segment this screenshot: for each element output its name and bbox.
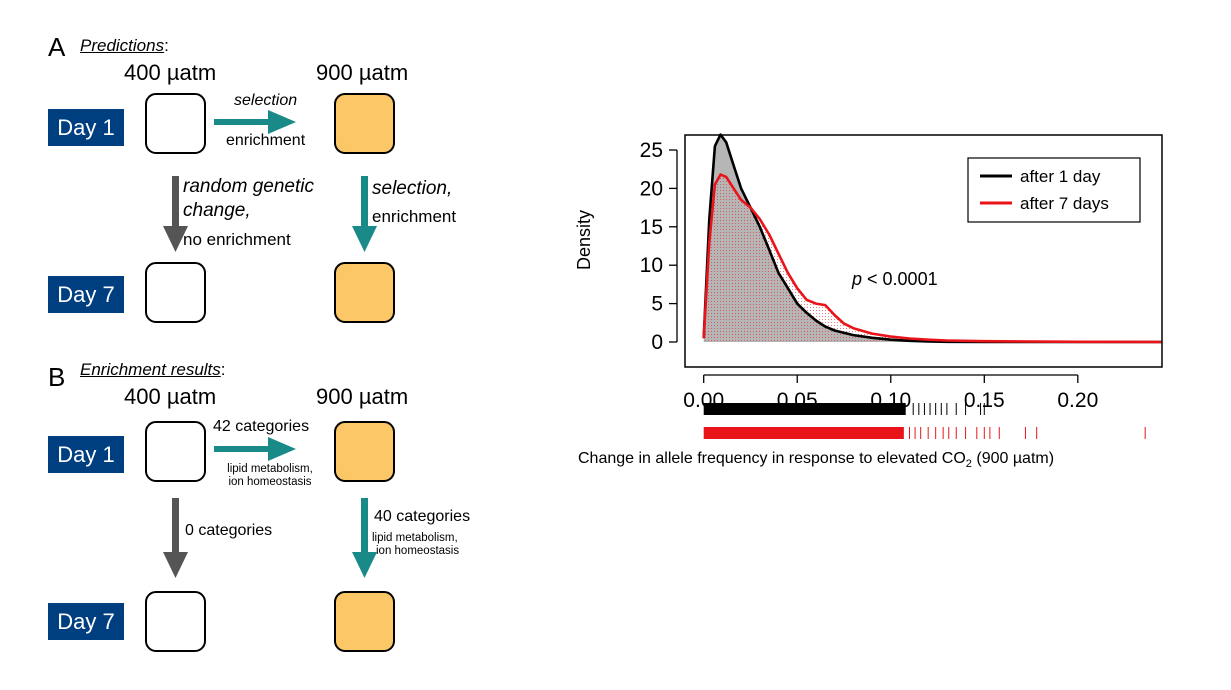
x-tick-label: 0.05 [777, 389, 818, 412]
panel-b-box-400-day7 [145, 591, 206, 652]
x-tick-label: 0.15 [964, 389, 1005, 412]
panel-b-title: Enrichment results [80, 360, 221, 379]
density-fill-7day [703, 174, 1162, 342]
x-tick-label: 0.20 [1057, 389, 1098, 412]
panel-b-title-group: Enrichment results: [80, 360, 226, 380]
x-tick-label: 0.10 [870, 389, 911, 412]
legend: after 1 day after 7 days [967, 157, 1141, 223]
panel-b-left-down-label: 0 categories [185, 522, 273, 539]
y-tick-label: 0 [651, 331, 663, 354]
panel-a-right-down-label-1: selection, [372, 178, 453, 199]
x-tick-label: 0.00 [683, 389, 724, 412]
density-line-1day [702, 133, 1162, 344]
panel-b-right-down-label-3: ion homeostasis [376, 545, 460, 557]
panel-a-right-down-arrow [352, 176, 377, 252]
panel-a-box-900-day1 [334, 93, 395, 154]
p-value-annotation: p < 0.0001 [851, 269, 938, 289]
y-tick-label: 15 [640, 216, 663, 239]
x-axis-label: Change in allele frequency in response t… [578, 450, 1054, 470]
panel-a-day7-label: Day 7 [48, 276, 124, 313]
panel-b-h-arrow [214, 437, 296, 461]
x-axis-label-suffix: (900 µatm) [972, 450, 1054, 467]
y-tick-label: 25 [640, 139, 663, 162]
panel-b-left-down-arrow [163, 498, 188, 578]
panel-b-day7-label: Day 7 [48, 603, 124, 640]
panel-b-day1-label: Day 1 [48, 436, 124, 473]
density-fills [703, 134, 1162, 342]
panel-a-conc-low: 400 µatm [124, 60, 217, 85]
x-axis-label-sub: 2 [966, 458, 972, 470]
panel-b-box-900-day7 [334, 591, 395, 652]
y-axis: 0 5 10 15 20 25 [640, 139, 678, 354]
rug-7day-dense [703, 427, 904, 439]
panel-b-conc-high: 900 µatm [316, 384, 409, 409]
panel-a-conc-high: 900 µatm [316, 60, 409, 85]
panel-b-box-900-day1 [334, 421, 395, 482]
legend-label-1day: after 1 day [1020, 167, 1101, 186]
panel-a-box-400-day7 [145, 262, 206, 323]
x-axis: 0.00 0.05 0.10 0.15 0.20 [683, 374, 1098, 412]
p-value-rest: < 0.0001 [862, 269, 938, 289]
panel-a-left-down-label-2: change, [183, 200, 251, 221]
panel-a-letter: A [48, 32, 66, 62]
panel-a-box-900-day7 [334, 262, 395, 323]
panel-a-h-arrow-top-label: selection [234, 92, 298, 109]
panel-a-left-down-label-3: no enrichment [183, 230, 291, 249]
density-line-7day [702, 173, 1163, 344]
panel-a-title: Predictions [80, 36, 165, 55]
panel-a-right-down-label-2: enrichment [372, 207, 457, 226]
panel-a-box-400-day1 [145, 93, 206, 154]
y-tick-label: 20 [640, 177, 663, 200]
y-tick-label: 10 [640, 254, 663, 277]
y-tick-label: 5 [651, 293, 663, 316]
panel-b-letter: B [48, 362, 66, 392]
rug-1day-dense [703, 403, 906, 415]
panel-b-h-arrow-bottom-label-1: lipid metabolism, [227, 463, 313, 475]
panel-a-title-colon: : [164, 36, 169, 55]
panel-a-day1-label: Day 1 [48, 109, 124, 146]
arrows-layer [163, 110, 377, 578]
panel-a-title-group: Predictions: [80, 36, 169, 56]
density-lines [702, 133, 1163, 344]
panel-b-right-down-arrow [352, 498, 377, 578]
legend-label-7day: after 7 days [1020, 194, 1109, 213]
panel-b-conc-low: 400 µatm [124, 384, 217, 409]
p-value-p: p [851, 269, 862, 289]
panel-b-title-colon: : [220, 360, 226, 379]
panel-b-box-400-day1 [145, 421, 206, 482]
plot-frame [684, 134, 1163, 368]
x-axis-label-main: Change in allele frequency in response t… [578, 450, 966, 467]
panel-b-right-down-label-2: lipid metabolism, [372, 532, 458, 544]
panel-a-h-arrow [214, 110, 296, 134]
panel-a-left-down-label-1: random genetic [183, 176, 314, 197]
panel-b-h-arrow-bottom-label-2: ion homeostasis [228, 476, 312, 488]
rug-plots [703, 403, 1146, 439]
y-axis-label: Density [574, 210, 594, 270]
panel-b-h-arrow-top-label: 42 categories [213, 418, 310, 435]
panel-a-h-arrow-bottom-label: enrichment [226, 132, 306, 149]
panel-a-left-down-arrow [163, 176, 188, 252]
legend-box [967, 157, 1141, 223]
panel-b-right-down-label-1: 40 categories [374, 508, 471, 525]
